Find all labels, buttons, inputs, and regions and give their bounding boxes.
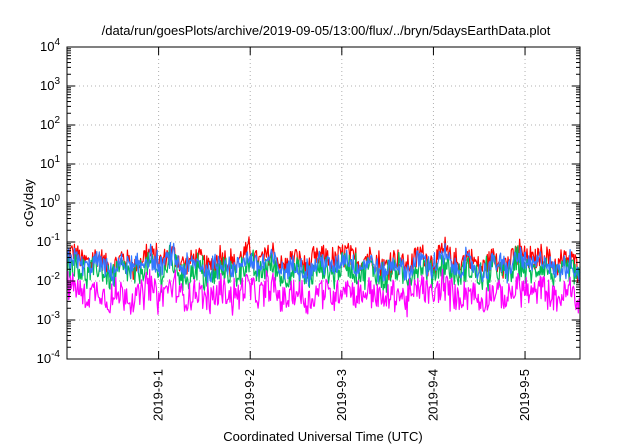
- y-tick-label: 10-3: [37, 310, 61, 327]
- y-tick-label: 100: [40, 193, 60, 210]
- x-axis: 2019-9-1 2019-9-2 2019-9-3 2019-9-4 2019-9-5: [151, 47, 532, 421]
- y-axis: 10-4 10-3 10-2 10-1 100 101 102 103 104: [37, 37, 580, 366]
- y-tick-label: 10-4: [37, 349, 61, 366]
- x-tick-label: 2019-9-2: [242, 369, 257, 421]
- y-tick-label: 104: [40, 37, 60, 54]
- series-line: [66, 242, 581, 289]
- series-line: [66, 268, 581, 318]
- y-tick-label: 103: [40, 76, 60, 93]
- series-group: [66, 236, 581, 318]
- y-tick-label: 10-1: [37, 232, 61, 249]
- x-tick-label: 2019-9-4: [425, 369, 440, 421]
- chart-title: /data/run/goesPlots/archive/2019-09-05/1…: [102, 23, 551, 38]
- x-axis-label: Coordinated Universal Time (UTC): [223, 429, 422, 444]
- y-tick-label: 101: [40, 154, 60, 171]
- x-tick-label: 2019-9-5: [517, 369, 532, 421]
- x-tick-label: 2019-9-1: [151, 369, 166, 421]
- y-tick-label: 10-2: [37, 271, 61, 288]
- y-tick-label: 102: [40, 115, 60, 132]
- grid: [67, 47, 580, 359]
- x-tick-label: 2019-9-3: [334, 369, 349, 421]
- y-axis-label: cGy/day: [21, 179, 36, 227]
